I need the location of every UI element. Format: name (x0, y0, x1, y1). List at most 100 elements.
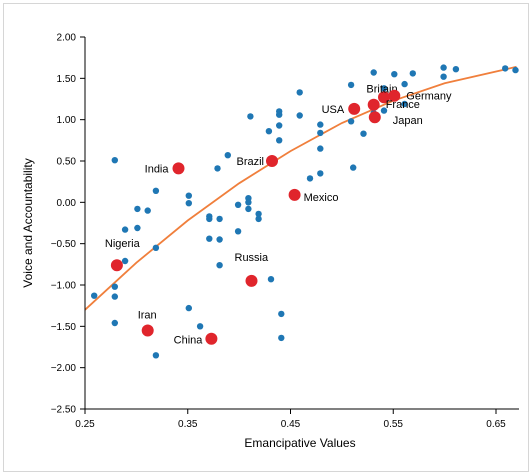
point-label-usa: USA (322, 104, 345, 116)
point-label-mexico: Mexico (304, 192, 339, 204)
x-tick-label: 0.45 (281, 419, 301, 430)
data-point (121, 226, 129, 233)
data-point (214, 165, 221, 172)
highlighted-point-france (367, 98, 380, 111)
data-point (347, 81, 355, 89)
y-tick-label: 0.00 (57, 198, 77, 209)
data-point (409, 70, 416, 77)
data-point (234, 228, 242, 235)
data-point (91, 292, 98, 299)
y-tick-label: 0.50 (57, 157, 77, 168)
point-label-nigeria: Nigeria (105, 238, 141, 250)
data-point (134, 224, 141, 232)
x-tick-label: 0.65 (486, 419, 506, 430)
point-label-brazil: Brazil (236, 156, 264, 168)
highlighted-point-usa (348, 102, 361, 115)
data-point (296, 112, 303, 119)
highlighted-point-india (172, 162, 185, 175)
data-point (111, 293, 119, 300)
y-tick-label: 1.00 (57, 115, 77, 126)
fit-layer (84, 65, 517, 311)
data-point (350, 164, 357, 171)
data-point (317, 170, 324, 177)
data-point (234, 201, 242, 208)
y-tick-label: −0.50 (51, 239, 77, 250)
point-label-iran: Iran (138, 310, 157, 322)
point-label-france: France (386, 99, 420, 111)
y-tick-label: 1.50 (57, 74, 77, 85)
data-point (278, 334, 285, 342)
y-tick-label: 2.00 (57, 33, 77, 44)
data-point (440, 73, 447, 80)
axes-layer (84, 37, 519, 410)
highlighted-point-japan (368, 111, 381, 124)
highlighted-point-britain (378, 91, 390, 104)
data-point (306, 175, 314, 182)
data-point (502, 65, 509, 72)
x-tick-label: 0.25 (75, 419, 95, 430)
highlighted-point-nigeria (110, 259, 123, 272)
data-point (185, 192, 192, 199)
x-ticks: 0.25 0.35 0.45 0.55 0.65 (75, 409, 506, 430)
highlighted-point-iran (141, 324, 154, 337)
point-label-germany: Germany (406, 91, 452, 103)
data-point (111, 157, 119, 164)
x-tick-label: 0.35 (178, 419, 198, 430)
x-axis-title: Emancipative Values (244, 436, 355, 450)
data-point (144, 207, 151, 214)
y-tick-label: −1.00 (51, 281, 77, 292)
data-point (245, 199, 252, 206)
highlighted-point-russia (245, 274, 258, 287)
data-point (267, 276, 275, 283)
data-point (296, 89, 303, 96)
data-point (216, 236, 223, 243)
data-point (317, 145, 324, 152)
data-point (452, 66, 460, 73)
data-point (276, 137, 283, 144)
data-point (512, 66, 519, 74)
point-label-china: China (174, 335, 204, 347)
data-point (276, 111, 283, 118)
highlighted-point-china (205, 332, 218, 345)
data-point (265, 128, 273, 135)
data-point (401, 80, 408, 88)
data-point (196, 323, 204, 330)
data-point (317, 129, 324, 137)
data-point (370, 69, 377, 76)
y-tick-label: −2.50 (51, 405, 77, 416)
data-point (278, 310, 285, 318)
point-label-japan: Japan (393, 115, 423, 127)
trend-line (84, 65, 517, 311)
y-ticks: 2.00 1.50 1.00 0.50 0.00 −0.50 −1.00 −1.50 −2.00… (51, 33, 85, 416)
data-point (134, 205, 141, 213)
data-point (380, 107, 388, 114)
data-point (216, 215, 223, 223)
point-label-russia: Russia (235, 252, 270, 264)
data-point (391, 71, 398, 78)
y-tick-label: −2.00 (51, 363, 77, 374)
data-point (247, 113, 254, 120)
data-point (216, 262, 223, 269)
highlighted-point-brazil (266, 155, 278, 167)
point-label-india: India (145, 163, 170, 175)
highlighted-point-germany (388, 89, 401, 102)
data-point (255, 210, 262, 218)
y-axis-title: Voice and Accountability (21, 158, 35, 287)
data-point (152, 244, 160, 251)
data-point (380, 85, 388, 92)
y-tick-label: −1.50 (51, 322, 77, 333)
data-point (152, 352, 160, 359)
data-point (206, 235, 213, 242)
points-layer (91, 64, 519, 359)
data-point (317, 121, 324, 128)
data-point (206, 215, 213, 223)
data-point (224, 152, 231, 159)
data-point (152, 187, 160, 194)
data-point (276, 122, 283, 129)
x-tick-label: 0.55 (384, 419, 404, 430)
data-point (111, 319, 119, 327)
data-point (255, 215, 262, 223)
data-point (360, 130, 367, 137)
